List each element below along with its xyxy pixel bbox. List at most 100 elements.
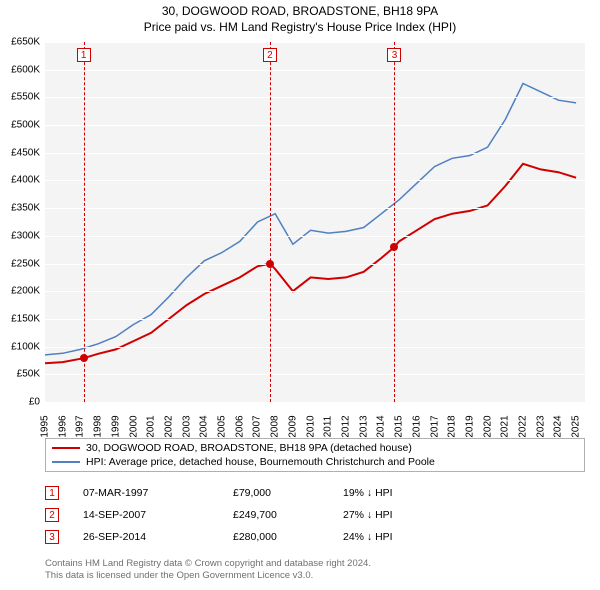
- footnote: Contains HM Land Registry data © Crown c…: [45, 558, 371, 582]
- x-axis-label: 2006: [234, 412, 245, 442]
- marker-vline: [394, 42, 395, 402]
- marker-dot: [80, 354, 88, 362]
- x-axis-label: 2008: [270, 412, 281, 442]
- legend-row: HPI: Average price, detached house, Bour…: [52, 455, 578, 469]
- x-axis-label: 2003: [181, 412, 192, 442]
- marker-label-box: 3: [387, 48, 401, 62]
- title-subtitle: Price paid vs. HM Land Registry's House …: [0, 20, 600, 34]
- sale-price: £249,700: [233, 509, 343, 521]
- marker-vline: [270, 42, 271, 402]
- x-axis-label: 2017: [429, 412, 440, 442]
- sales-table: 1 07-MAR-1997 £79,000 19% ↓ HPI 2 14-SEP…: [45, 482, 585, 548]
- gridline: [45, 208, 585, 209]
- gridline: [45, 125, 585, 126]
- y-axis-label: £250K: [0, 258, 40, 269]
- x-axis-label: 2000: [128, 412, 139, 442]
- gridline: [45, 291, 585, 292]
- x-axis-label: 2016: [411, 412, 422, 442]
- sale-date: 14-SEP-2007: [83, 509, 233, 521]
- x-axis-label: 2024: [553, 412, 564, 442]
- x-axis-label: 2007: [252, 412, 263, 442]
- y-axis-label: £400K: [0, 175, 40, 186]
- legend-box: 30, DOGWOOD ROAD, BROADSTONE, BH18 9PA (…: [45, 438, 585, 472]
- legend-label: 30, DOGWOOD ROAD, BROADSTONE, BH18 9PA (…: [86, 442, 412, 454]
- x-axis-label: 2021: [500, 412, 511, 442]
- gridline: [45, 264, 585, 265]
- marker-label-box: 1: [77, 48, 91, 62]
- sale-row: 1 07-MAR-1997 £79,000 19% ↓ HPI: [45, 482, 585, 504]
- sale-price: £280,000: [233, 531, 343, 543]
- x-axis-label: 1995: [40, 412, 51, 442]
- legend-label: HPI: Average price, detached house, Bour…: [86, 456, 435, 468]
- x-axis-label: 2009: [287, 412, 298, 442]
- gridline: [45, 319, 585, 320]
- chart-svg: [45, 42, 585, 402]
- x-axis-label: 2001: [146, 412, 157, 442]
- y-axis-label: £600K: [0, 64, 40, 75]
- title-block: 30, DOGWOOD ROAD, BROADSTONE, BH18 9PA P…: [0, 0, 600, 36]
- footnote-line: Contains HM Land Registry data © Crown c…: [45, 558, 371, 570]
- y-axis-label: £550K: [0, 92, 40, 103]
- gridline: [45, 347, 585, 348]
- sale-marker-num: 2: [45, 508, 59, 522]
- gridline: [45, 402, 585, 403]
- x-axis-label: 2005: [217, 412, 228, 442]
- y-axis-label: £0: [0, 397, 40, 408]
- gridline: [45, 374, 585, 375]
- sale-marker-num: 3: [45, 530, 59, 544]
- y-axis-label: £650K: [0, 37, 40, 48]
- sale-delta: 24% ↓ HPI: [343, 531, 423, 543]
- y-axis-label: £50K: [0, 369, 40, 380]
- y-axis-label: £300K: [0, 230, 40, 241]
- legend-swatch: [52, 461, 80, 463]
- x-axis-label: 2014: [376, 412, 387, 442]
- marker-label-box: 2: [263, 48, 277, 62]
- x-axis-label: 2015: [394, 412, 405, 442]
- x-axis-label: 2011: [323, 412, 334, 442]
- x-axis-label: 1996: [57, 412, 68, 442]
- x-axis-label: 1997: [75, 412, 86, 442]
- title-address: 30, DOGWOOD ROAD, BROADSTONE, BH18 9PA: [0, 4, 600, 18]
- y-axis-label: £200K: [0, 286, 40, 297]
- x-axis-label: 2012: [340, 412, 351, 442]
- chart-container: 30, DOGWOOD ROAD, BROADSTONE, BH18 9PA P…: [0, 0, 600, 590]
- gridline: [45, 180, 585, 181]
- sale-delta: 27% ↓ HPI: [343, 509, 423, 521]
- chart-plot-area: £0£50K£100K£150K£200K£250K£300K£350K£400…: [45, 42, 585, 402]
- x-axis-label: 2002: [163, 412, 174, 442]
- sale-price: £79,000: [233, 487, 343, 499]
- gridline: [45, 42, 585, 43]
- gridline: [45, 97, 585, 98]
- x-axis-label: 1998: [93, 412, 104, 442]
- x-axis-label: 2019: [464, 412, 475, 442]
- y-axis-label: £450K: [0, 147, 40, 158]
- x-axis-label: 2022: [518, 412, 529, 442]
- gridline: [45, 153, 585, 154]
- y-axis-label: £100K: [0, 341, 40, 352]
- x-axis-label: 2010: [305, 412, 316, 442]
- marker-dot: [266, 260, 274, 268]
- legend-row: 30, DOGWOOD ROAD, BROADSTONE, BH18 9PA (…: [52, 441, 578, 455]
- gridline: [45, 70, 585, 71]
- sale-row: 2 14-SEP-2007 £249,700 27% ↓ HPI: [45, 504, 585, 526]
- sale-delta: 19% ↓ HPI: [343, 487, 423, 499]
- sale-date: 26-SEP-2014: [83, 531, 233, 543]
- x-axis-label: 1999: [110, 412, 121, 442]
- x-axis-label: 2023: [535, 412, 546, 442]
- sale-row: 3 26-SEP-2014 £280,000 24% ↓ HPI: [45, 526, 585, 548]
- y-axis-label: £350K: [0, 203, 40, 214]
- x-axis-label: 2004: [199, 412, 210, 442]
- x-axis-label: 2025: [571, 412, 582, 442]
- gridline: [45, 236, 585, 237]
- footnote-line: This data is licensed under the Open Gov…: [45, 570, 371, 582]
- x-axis-label: 2020: [482, 412, 493, 442]
- sale-marker-num: 1: [45, 486, 59, 500]
- marker-dot: [390, 243, 398, 251]
- y-axis-label: £500K: [0, 120, 40, 131]
- legend-swatch: [52, 447, 80, 449]
- x-axis-label: 2013: [358, 412, 369, 442]
- sale-date: 07-MAR-1997: [83, 487, 233, 499]
- y-axis-label: £150K: [0, 313, 40, 324]
- x-axis-label: 2018: [447, 412, 458, 442]
- marker-vline: [84, 42, 85, 402]
